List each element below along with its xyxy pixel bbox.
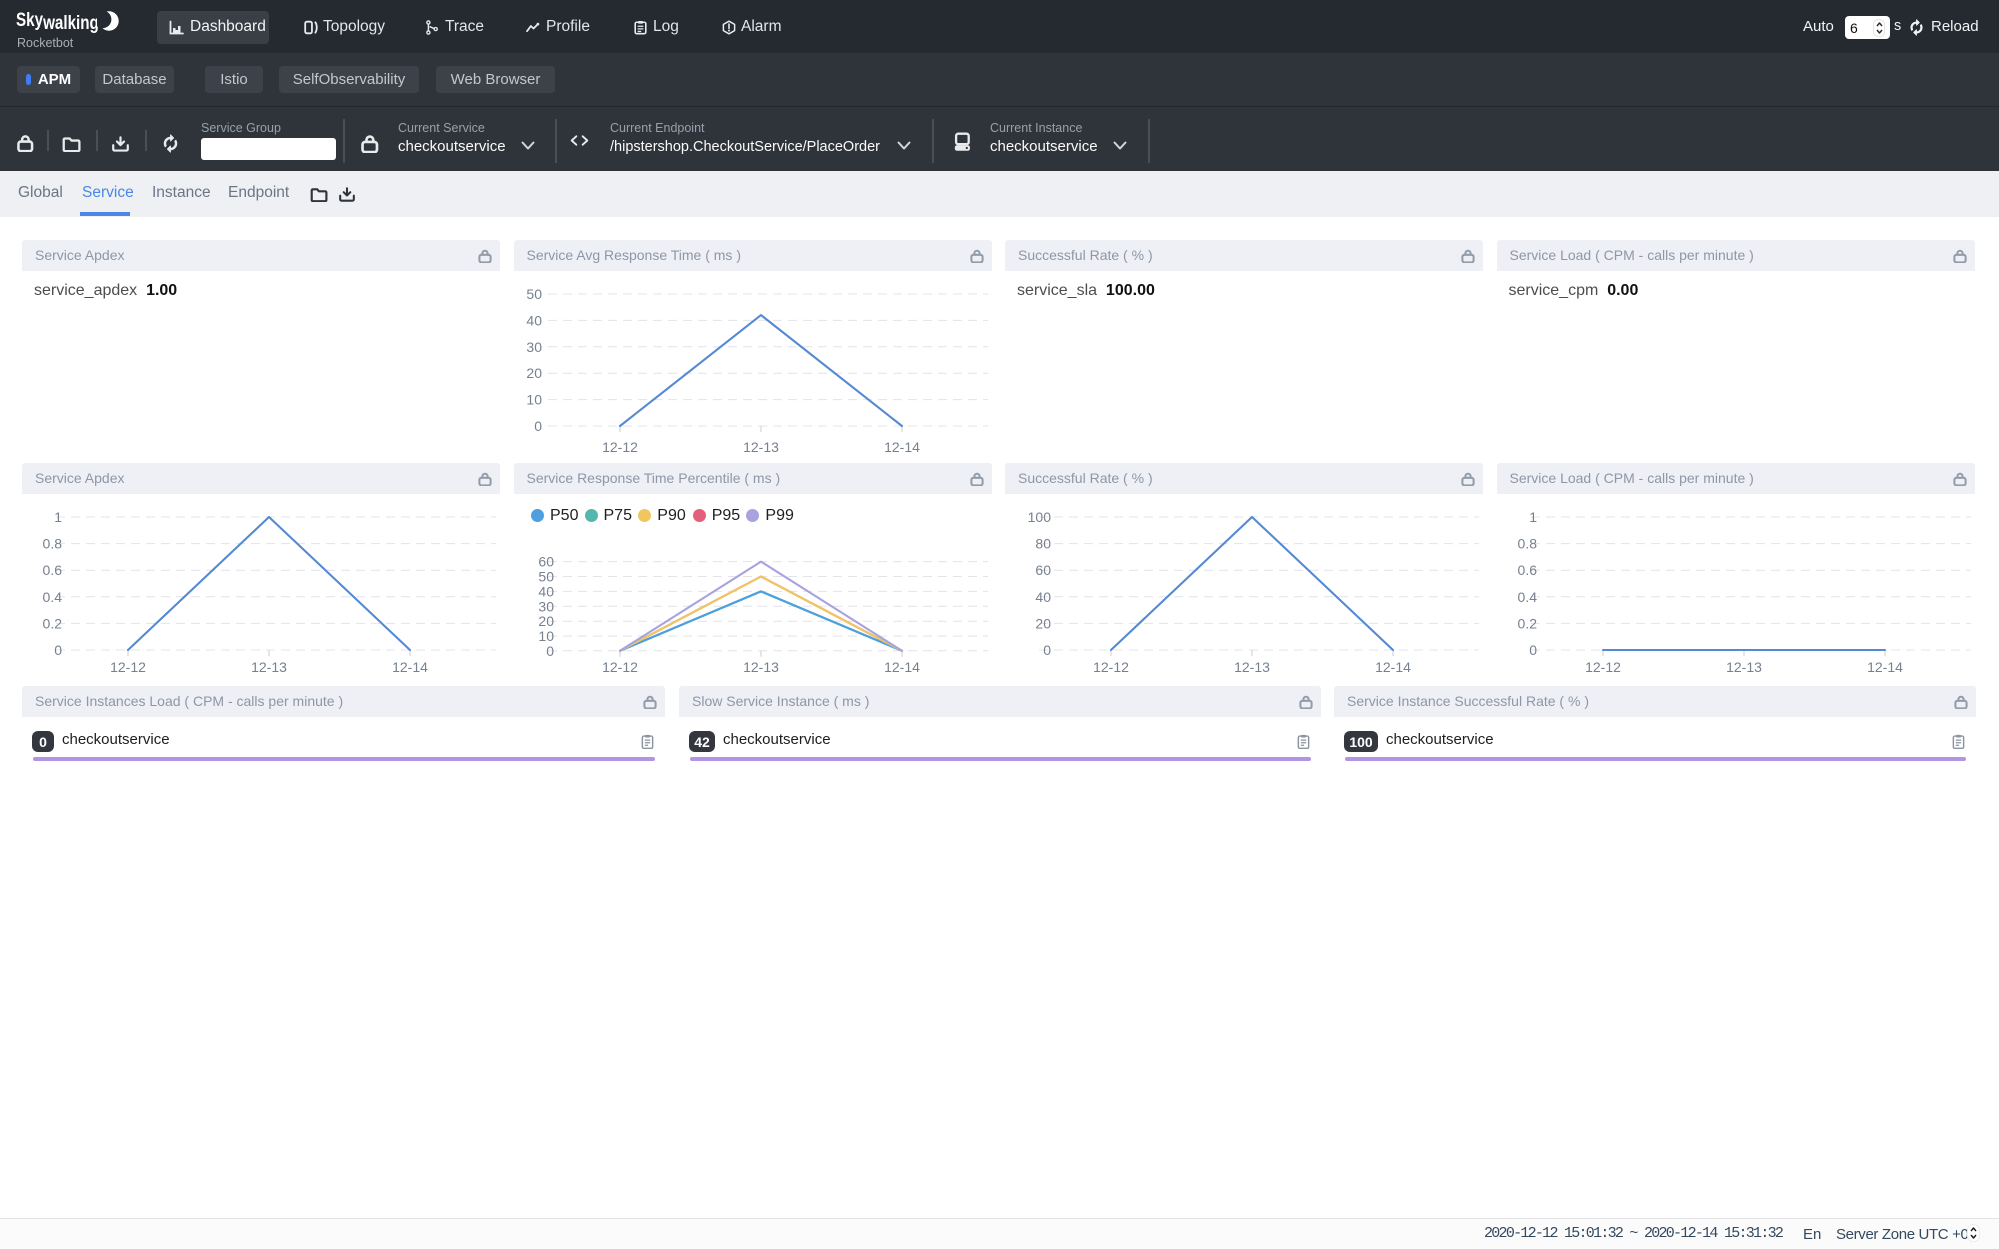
- svg-text:0.6: 0.6: [1517, 562, 1537, 578]
- svg-text:0: 0: [54, 642, 62, 658]
- svg-text:60: 60: [538, 554, 554, 570]
- svg-text:10: 10: [526, 392, 542, 408]
- svg-text:12-12: 12-12: [1093, 659, 1129, 673]
- svg-text:0.6: 0.6: [43, 562, 63, 578]
- svg-text:20: 20: [526, 365, 542, 381]
- svg-text:12-12: 12-12: [602, 439, 638, 455]
- svg-text:12-13: 12-13: [743, 439, 779, 455]
- svg-text:0: 0: [534, 418, 542, 434]
- svg-text:30: 30: [538, 598, 554, 614]
- svg-text:1: 1: [1529, 509, 1537, 525]
- svg-text:12-12: 12-12: [110, 659, 146, 673]
- svg-text:20: 20: [1035, 615, 1051, 631]
- svg-text:12-14: 12-14: [884, 439, 920, 455]
- svg-text:12-12: 12-12: [602, 659, 638, 673]
- svg-text:12-13: 12-13: [251, 659, 287, 673]
- svg-text:10: 10: [538, 628, 554, 644]
- svg-text:50: 50: [526, 286, 542, 302]
- svg-text:12-14: 12-14: [884, 659, 920, 673]
- svg-text:0.8: 0.8: [43, 536, 63, 552]
- svg-text:12-14: 12-14: [1375, 659, 1411, 673]
- svg-text:12-13: 12-13: [1726, 659, 1762, 673]
- svg-text:12-12: 12-12: [1585, 659, 1621, 673]
- svg-text:0.2: 0.2: [43, 615, 63, 631]
- svg-text:0: 0: [1043, 642, 1051, 658]
- svg-text:50: 50: [538, 569, 554, 585]
- svg-text:1: 1: [54, 509, 62, 525]
- svg-text:40: 40: [526, 312, 542, 328]
- svg-text:12-14: 12-14: [392, 659, 428, 673]
- svg-text:0.2: 0.2: [1517, 615, 1537, 631]
- svg-text:60: 60: [1035, 562, 1051, 578]
- svg-text:12-13: 12-13: [1234, 659, 1270, 673]
- svg-text:0: 0: [546, 643, 554, 659]
- svg-text:40: 40: [538, 583, 554, 599]
- svg-text:80: 80: [1035, 536, 1051, 552]
- svg-text:12-13: 12-13: [743, 659, 779, 673]
- svg-text:20: 20: [538, 613, 554, 629]
- svg-text:12-14: 12-14: [1867, 659, 1903, 673]
- svg-text:40: 40: [1035, 589, 1051, 605]
- svg-text:100: 100: [1028, 509, 1052, 525]
- svg-text:0: 0: [1529, 642, 1537, 658]
- svg-text:30: 30: [526, 339, 542, 355]
- svg-text:0.4: 0.4: [43, 589, 63, 605]
- svg-text:0.8: 0.8: [1517, 536, 1537, 552]
- svg-text:0.4: 0.4: [1517, 589, 1537, 605]
